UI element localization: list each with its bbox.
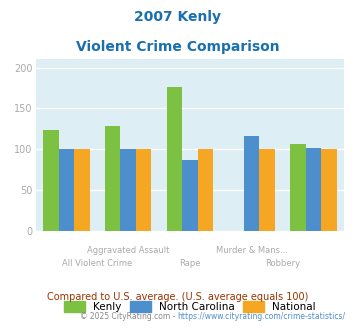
Bar (105, 126, 120, 231)
Bar (182, 160, 198, 231)
Text: All Violent Crime: All Violent Crime (62, 259, 132, 268)
Bar (167, 87, 182, 231)
Bar (74, 149, 89, 231)
Bar (198, 149, 213, 231)
Bar (260, 149, 275, 231)
Text: 2007 Kenly: 2007 Kenly (134, 10, 221, 24)
Text: Aggravated Assault: Aggravated Assault (87, 246, 169, 255)
Text: Violent Crime Comparison: Violent Crime Comparison (76, 40, 279, 53)
Text: Murder & Mans...: Murder & Mans... (216, 246, 288, 255)
Bar (290, 144, 306, 231)
Bar (120, 149, 136, 231)
Text: © 2025 CityRating.com -: © 2025 CityRating.com - (80, 312, 178, 321)
Bar (244, 136, 260, 231)
Bar (136, 149, 151, 231)
Legend: Kenly, North Carolina, National: Kenly, North Carolina, National (64, 301, 316, 312)
Text: Rape: Rape (179, 259, 201, 268)
Text: Compared to U.S. average. (U.S. average equals 100): Compared to U.S. average. (U.S. average … (47, 292, 308, 302)
Text: https://www.cityrating.com/crime-statistics/: https://www.cityrating.com/crime-statist… (178, 312, 346, 321)
Bar (306, 148, 321, 231)
Bar (59, 149, 74, 231)
Bar (43, 130, 59, 231)
Bar (321, 149, 337, 231)
Text: Robbery: Robbery (265, 259, 300, 268)
